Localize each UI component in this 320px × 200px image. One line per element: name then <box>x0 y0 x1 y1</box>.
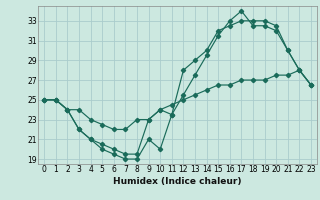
X-axis label: Humidex (Indice chaleur): Humidex (Indice chaleur) <box>113 177 242 186</box>
